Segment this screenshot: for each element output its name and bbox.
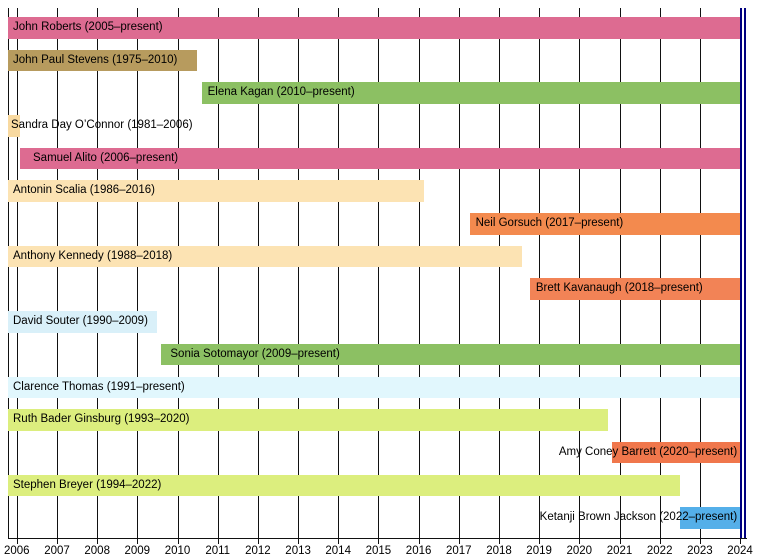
x-tick-2023 bbox=[699, 538, 701, 544]
x-tick-label-2016: 2016 bbox=[405, 545, 432, 557]
x-tick-label-2006: 2006 bbox=[4, 545, 30, 557]
bar-amy-coney-barrett bbox=[612, 441, 742, 464]
bar-label-neil-gorsuch: Neil Gorsuch (2017–present) bbox=[475, 217, 624, 230]
gridline-2019 bbox=[539, 8, 541, 538]
bar-label-sonia-sotomayor: Sonia Sotomayor (2009–present) bbox=[170, 347, 340, 360]
gridline-2014 bbox=[338, 8, 340, 538]
bar-ruth-bader-ginsburg bbox=[8, 409, 609, 431]
x-tick-2010 bbox=[177, 538, 179, 544]
x-tick-2024 bbox=[740, 538, 741, 544]
bar-label-ketanji-brown-jackson: Ketanji Brown Jackson (2022–present) bbox=[539, 511, 738, 524]
x-tick-2019 bbox=[539, 538, 541, 544]
bar-label-david-souter: David Souter (1990–2009) bbox=[13, 315, 148, 328]
present-line-outer bbox=[744, 8, 746, 538]
x-tick-2014 bbox=[338, 538, 340, 544]
bar-label-john-paul-stevens: John Paul Stevens (1975–2010) bbox=[13, 53, 178, 66]
x-tick-label-2023: 2023 bbox=[687, 545, 713, 557]
x-tick-label-2007: 2007 bbox=[44, 545, 70, 557]
gridline-2015 bbox=[378, 8, 380, 538]
x-tick-label-2012: 2012 bbox=[245, 545, 271, 557]
x-tick-label-2011: 2011 bbox=[205, 545, 231, 557]
bar-label-elena-kagan: Elena Kagan (2010–present) bbox=[207, 86, 355, 99]
bar-stephen-breyer bbox=[8, 474, 680, 496]
bar-label-amy-coney-barrett: Amy Coney Barrett (2020–present) bbox=[558, 445, 738, 458]
bar-label-antonin-scalia: Antonin Scalia (1986–2016) bbox=[13, 184, 155, 197]
bar-label-samuel-alito: Samuel Alito (2006–present) bbox=[33, 151, 179, 164]
x-tick-2009 bbox=[137, 538, 139, 544]
gridline-2006 bbox=[16, 8, 18, 538]
bar-antonin-scalia bbox=[8, 180, 424, 202]
x-tick-2008 bbox=[97, 538, 99, 544]
x-tick-label-2010: 2010 bbox=[164, 545, 191, 557]
x-tick-2013 bbox=[298, 538, 300, 544]
bar-elena-kagan bbox=[201, 82, 742, 104]
bar-label-stephen-breyer: Stephen Breyer (1994–2022) bbox=[13, 478, 162, 491]
gridline-2009 bbox=[137, 8, 139, 538]
x-tick-2012 bbox=[257, 538, 259, 544]
x-tick-2011 bbox=[217, 538, 219, 544]
bar-john-paul-stevens bbox=[8, 49, 198, 72]
bar-label-anthony-kennedy: Anthony Kennedy (1988–2018) bbox=[13, 249, 173, 262]
gridline-2012 bbox=[257, 8, 259, 538]
gridline-2020 bbox=[579, 8, 581, 538]
x-tick-label-2008: 2008 bbox=[84, 545, 110, 557]
x-tick-label-2020: 2020 bbox=[566, 545, 593, 557]
gridline-2011 bbox=[217, 8, 219, 538]
bar-label-ruth-bader-ginsburg: Ruth Bader Ginsburg (1993–2020) bbox=[13, 413, 190, 426]
gridline-2008 bbox=[97, 8, 99, 538]
x-tick-label-2013: 2013 bbox=[285, 545, 311, 557]
x-tick-label-2024: 2024 bbox=[727, 545, 753, 557]
bar-sonia-sotomayor bbox=[161, 343, 742, 366]
x-tick-2022 bbox=[659, 538, 661, 544]
x-axis-line bbox=[8, 538, 747, 539]
plot-left-border bbox=[8, 8, 9, 538]
bar-label-sandra-day-o-connor: Sandra Day O’Connor (1981–2006) bbox=[11, 119, 193, 131]
bar-david-souter bbox=[8, 311, 158, 333]
x-tick-label-2009: 2009 bbox=[124, 545, 151, 557]
x-tick-label-2015: 2015 bbox=[365, 545, 392, 557]
x-tick-label-2019: 2019 bbox=[526, 545, 552, 557]
gridline-2017 bbox=[458, 8, 460, 538]
bar-neil-gorsuch bbox=[469, 213, 742, 235]
x-tick-2016 bbox=[418, 538, 420, 544]
gridline-2022 bbox=[659, 8, 661, 538]
gridline-2007 bbox=[57, 8, 58, 538]
x-tick-label-2018: 2018 bbox=[486, 545, 512, 557]
bar-ketanji-brown-jackson bbox=[679, 507, 742, 529]
gridline-2013 bbox=[298, 8, 300, 538]
x-tick-label-2021: 2021 bbox=[606, 545, 633, 557]
x-tick-label-2017: 2017 bbox=[446, 545, 472, 557]
gridline-2010 bbox=[177, 8, 179, 538]
bar-brett-kavanaugh bbox=[529, 278, 742, 300]
present-line-inner bbox=[740, 8, 743, 538]
x-tick-label-2014: 2014 bbox=[325, 545, 351, 557]
bar-samuel-alito bbox=[20, 147, 742, 170]
bar-anthony-kennedy bbox=[8, 245, 523, 268]
bar-sandra-day-o-connor bbox=[8, 115, 21, 137]
gridline-2023 bbox=[699, 8, 701, 538]
bar-john-roberts bbox=[8, 17, 742, 39]
x-tick-2018 bbox=[499, 538, 500, 544]
x-tick-2020 bbox=[579, 538, 581, 544]
x-tick-2007 bbox=[57, 538, 58, 544]
bar-label-john-roberts: John Roberts (2005–present) bbox=[13, 21, 163, 33]
x-tick-2017 bbox=[458, 538, 460, 544]
bar-label-clarence-thomas: Clarence Thomas (1991–present) bbox=[13, 380, 185, 393]
x-tick-2021 bbox=[619, 538, 621, 544]
bar-label-brett-kavanaugh: Brett Kavanaugh (2018–present) bbox=[535, 282, 703, 295]
x-tick-2006 bbox=[16, 538, 18, 544]
gridline-2021 bbox=[619, 8, 621, 538]
gridline-2018 bbox=[499, 8, 500, 538]
x-tick-2015 bbox=[378, 538, 380, 544]
gridline-2016 bbox=[418, 8, 420, 538]
x-tick-label-2022: 2022 bbox=[646, 545, 673, 557]
bar-clarence-thomas bbox=[8, 376, 742, 398]
